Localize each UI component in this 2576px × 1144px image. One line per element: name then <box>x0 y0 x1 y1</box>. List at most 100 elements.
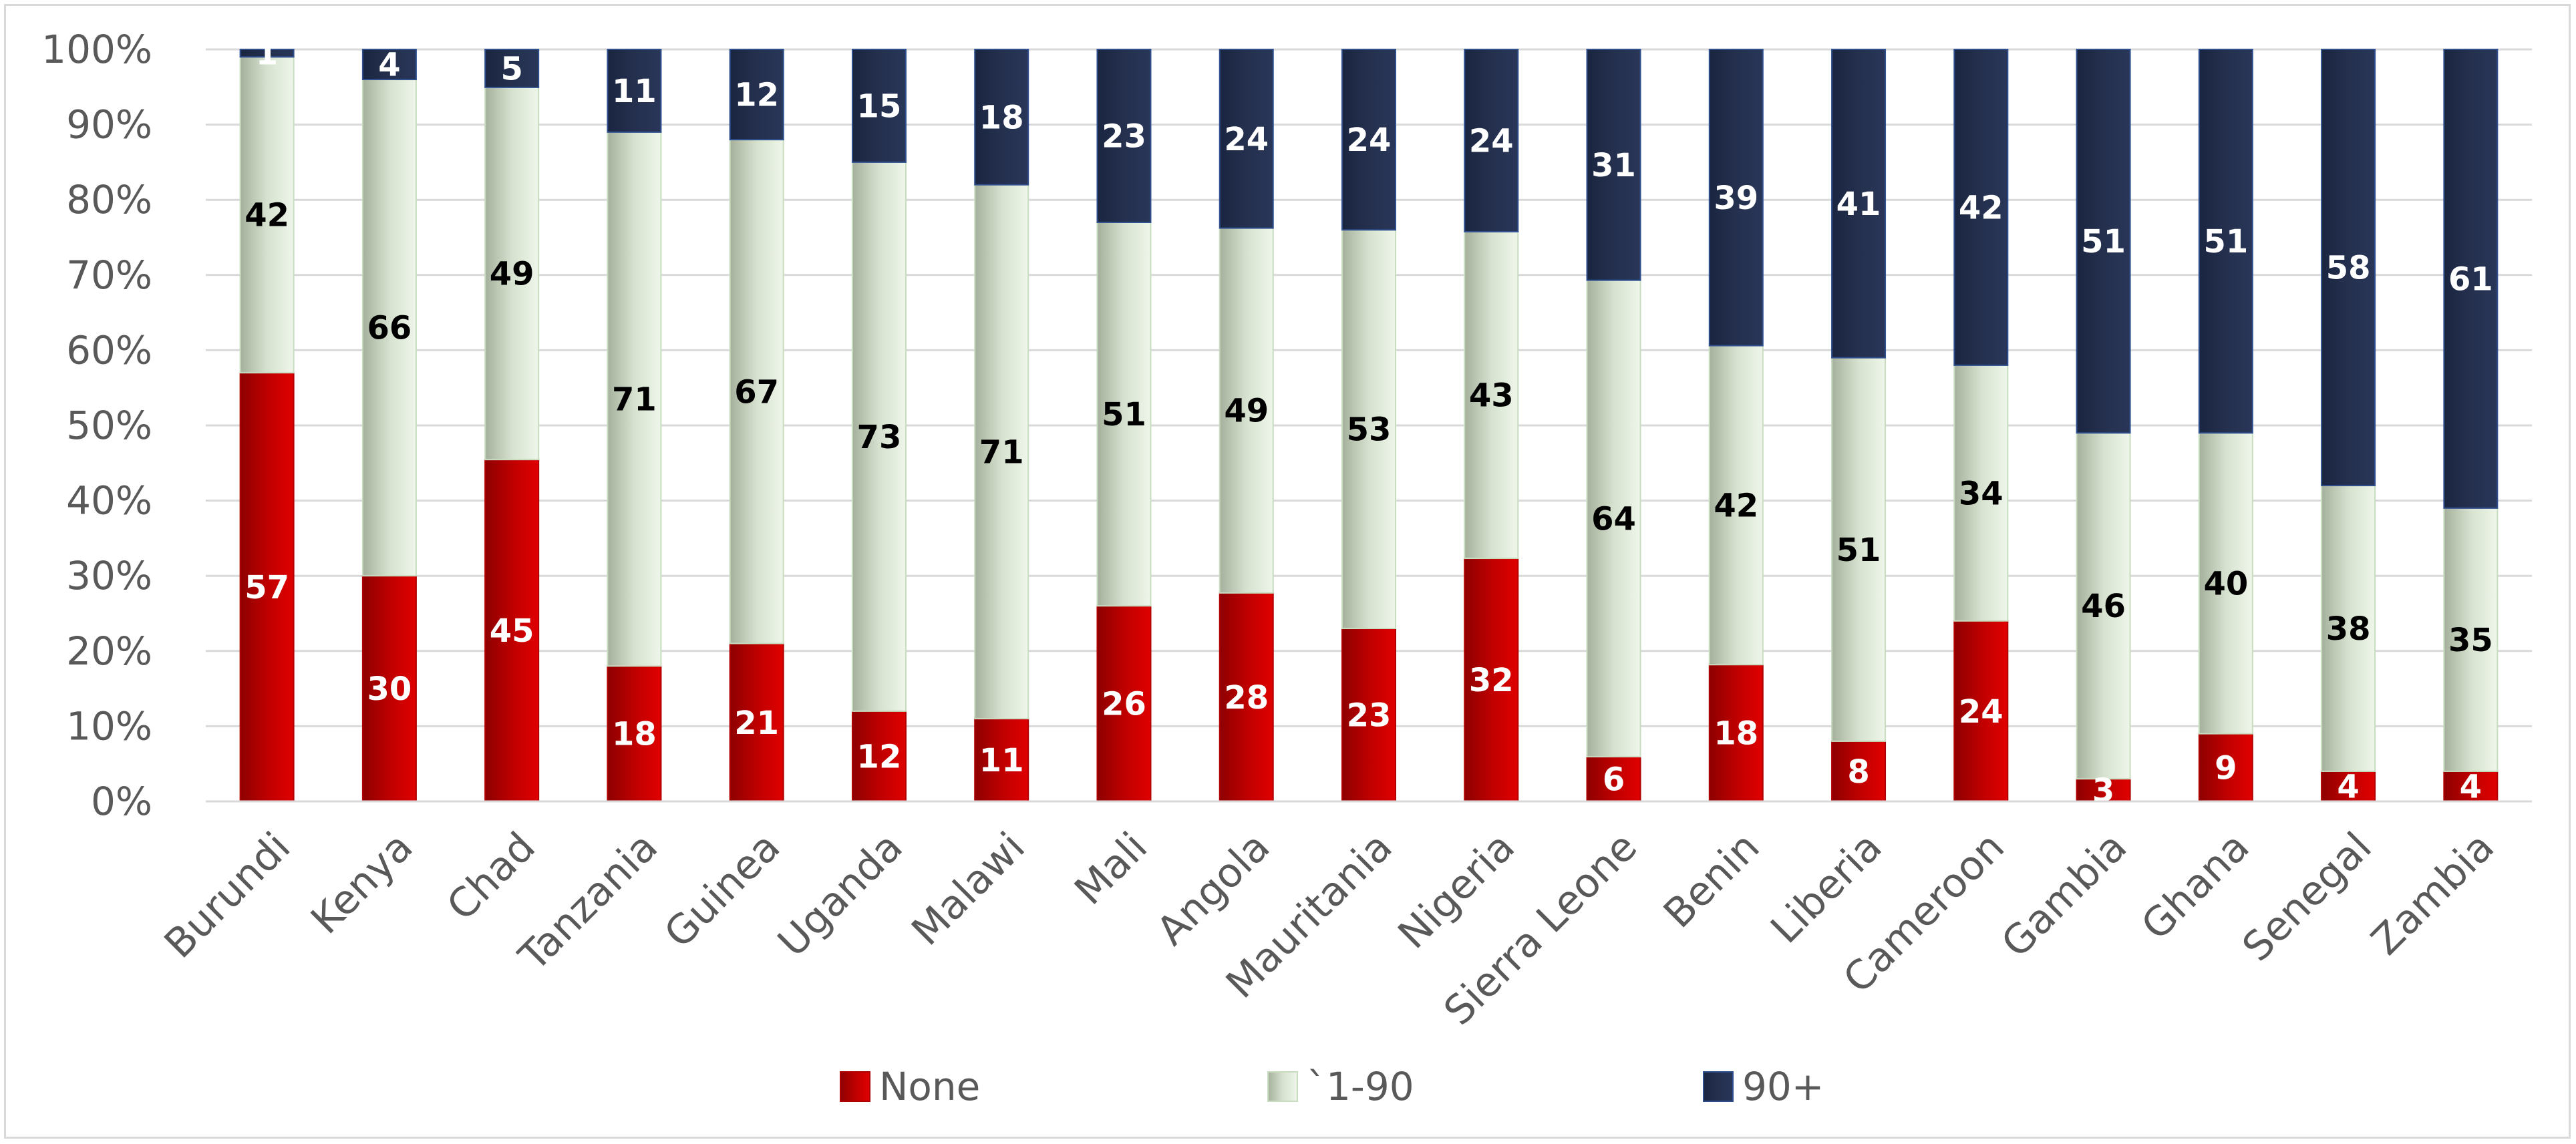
bar-none-gambia <box>2076 778 2131 802</box>
legend-swatch <box>840 1071 870 1102</box>
data-label-1-90-senegal: 38 <box>2326 610 2371 648</box>
data-label-90-liberia: 41 <box>1836 186 1881 223</box>
data-label-none-zambia: 4 <box>2460 768 2482 805</box>
data-label-90-kenya: 4 <box>378 47 400 84</box>
bar-90-mauritania <box>1341 49 1396 231</box>
bar-90-angola <box>1219 49 1274 229</box>
data-label-1-90-mauritania: 53 <box>1347 411 1392 449</box>
legend-label: `1-90 <box>1307 1064 1414 1109</box>
data-label-none-cameroon: 24 <box>1959 693 2003 731</box>
data-label-90-sierra-leone: 31 <box>1591 147 1636 184</box>
data-label-none-liberia: 8 <box>1847 753 1869 791</box>
y-tick-label: 30% <box>66 553 152 598</box>
data-label-none-burundi: 57 <box>245 569 289 606</box>
y-tick-label: 40% <box>66 478 152 524</box>
data-label-90-guinea: 12 <box>734 77 779 114</box>
bar-1-90-zambia <box>2443 507 2499 772</box>
data-label-1-90-ghana: 40 <box>2203 565 2248 602</box>
y-tick-label: 60% <box>66 327 152 373</box>
bar-90-gambia <box>2076 49 2131 434</box>
data-label-none-mali: 26 <box>1102 686 1146 723</box>
legend-item-1-90: `1-90 <box>1267 1064 1414 1109</box>
data-label-1-90-cameroon: 34 <box>1959 475 2003 512</box>
data-label-90-gambia: 51 <box>2081 223 2126 260</box>
bar-1-90-cameroon <box>1953 364 2009 622</box>
bar-none-burundi <box>239 372 295 802</box>
y-tick-label: 0% <box>91 779 152 824</box>
data-label-none-tanzania: 18 <box>612 716 657 753</box>
data-label-1-90-liberia: 51 <box>1836 532 1881 569</box>
x-tick-label-guinea: Guinea <box>655 823 789 957</box>
bar-90-liberia <box>1831 49 1887 359</box>
data-label-90-malawi: 18 <box>979 99 1024 136</box>
x-tick-label-malawi: Malawi <box>903 823 1033 954</box>
x-tick-label-ghana: Ghana <box>2132 823 2258 949</box>
legend-item-90: 90+ <box>1703 1064 1824 1109</box>
bar-90-mali <box>1096 49 1152 223</box>
data-label-90-nigeria: 24 <box>1469 122 1514 160</box>
x-tick-label-chad: Chad <box>438 823 544 930</box>
bar-90-chad <box>484 49 540 88</box>
bar-90-malawi <box>974 49 1029 186</box>
bar-90-senegal <box>2321 49 2376 487</box>
bar-90-tanzania <box>607 49 662 133</box>
bar-90-zambia <box>2443 49 2499 509</box>
x-tick-label-senegal: Senegal <box>2233 823 2380 970</box>
data-label-1-90-mali: 51 <box>1102 396 1146 433</box>
bar-1-90-burundi <box>239 56 295 374</box>
bar-none-senegal <box>2321 770 2376 802</box>
bar-90-guinea <box>729 49 784 141</box>
bar-90-kenya <box>361 49 417 81</box>
data-label-none-gambia: 3 <box>2092 772 2114 809</box>
data-label-1-90-guinea: 67 <box>734 373 779 411</box>
bar-none-kenya <box>361 575 417 802</box>
data-label-90-mauritania: 24 <box>1347 122 1392 159</box>
bar-none-benin <box>1708 664 1764 802</box>
bar-90-uganda <box>851 49 907 163</box>
data-label-90-chad: 5 <box>500 50 522 87</box>
bar-1-90-gambia <box>2076 432 2131 780</box>
bar-none-uganda <box>851 710 907 802</box>
data-label-none-benin: 18 <box>1714 715 1758 753</box>
data-label-none-mauritania: 23 <box>1347 697 1392 735</box>
x-axis: Burundi Kenya ChadTanzaniaGuineaUgandaMala… <box>156 800 2532 1034</box>
data-labels: 5742130664454951871112167121273151171182… <box>245 35 2493 809</box>
y-tick-label: 70% <box>66 252 152 298</box>
legend-label: 90+ <box>1742 1064 1824 1109</box>
bar-1-90-tanzania <box>607 131 662 667</box>
x-tick-label-uganda: Uganda <box>769 823 911 966</box>
bar-1-90-angola <box>1219 227 1274 594</box>
bar-90-cameroon <box>1953 49 2009 366</box>
bar-90-benin <box>1708 49 1764 347</box>
data-label-none-chad: 45 <box>490 612 534 650</box>
data-label-1-90-sierra-leone: 64 <box>1591 500 1636 538</box>
bars <box>239 49 2499 803</box>
x-tick-label-zambia: Zambia <box>2362 823 2503 964</box>
chart-frame <box>4 4 2571 1139</box>
data-label-90-ghana: 51 <box>2203 223 2248 260</box>
data-label-none-guinea: 21 <box>734 705 779 742</box>
data-label-90-uganda: 15 <box>857 87 902 125</box>
data-label-1-90-angola: 49 <box>1224 393 1269 430</box>
data-label-1-90-zambia: 35 <box>2448 622 2493 659</box>
data-label-none-sierra-leone: 6 <box>1603 761 1625 799</box>
bar-1-90-guinea <box>729 139 784 644</box>
legend-label: None <box>879 1064 980 1109</box>
y-axis: 0% 10% 20% 30% 40% 50% 60% 70% 80% 90% 100% <box>41 27 152 824</box>
data-label-1-90-chad: 49 <box>490 256 534 293</box>
data-label-1-90-malawi: 71 <box>979 433 1024 471</box>
x-tick-label-benin: Benin <box>1655 823 1768 937</box>
y-tick-label: 80% <box>66 177 152 222</box>
bar-none-chad <box>484 459 540 802</box>
bar-1-90-uganda <box>851 161 907 712</box>
data-label-none-uganda: 12 <box>857 738 902 775</box>
bar-1-90-benin <box>1708 345 1764 666</box>
bar-none-ghana <box>2198 733 2253 803</box>
data-label-90-zambia: 61 <box>2448 260 2493 298</box>
bar-90-nigeria <box>1464 49 1519 232</box>
data-label-none-kenya: 30 <box>367 671 412 708</box>
y-tick-label: 20% <box>66 628 152 674</box>
bar-90-ghana <box>2198 49 2253 434</box>
bar-none-guinea <box>729 642 784 802</box>
bar-1-90-malawi <box>974 184 1029 720</box>
